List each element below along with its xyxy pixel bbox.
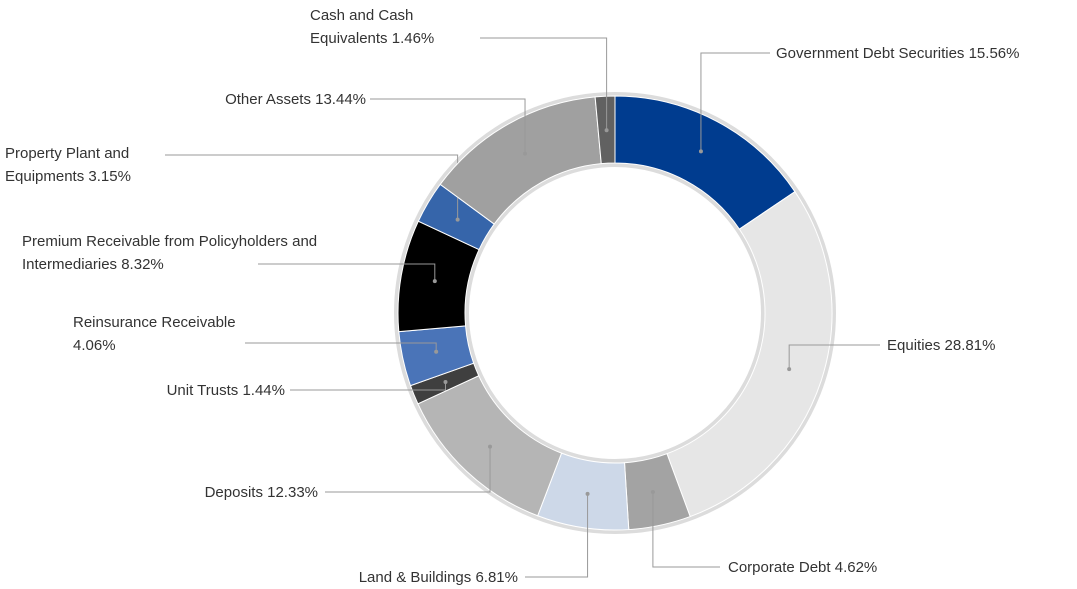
slice-label: Government Debt Securities 15.56%	[776, 42, 1077, 65]
leader-line	[652, 492, 720, 568]
leader-dot	[523, 151, 528, 156]
value-label: 3.15%	[88, 168, 131, 185]
leader-line	[165, 154, 459, 220]
leader-line	[245, 342, 437, 352]
leader-dot	[787, 367, 792, 372]
value-label: 6.81%	[475, 569, 518, 586]
category-label: Premium Receivable from Policyholders an…	[22, 233, 318, 273]
slice-label: Corporate Debt 4.62%	[728, 556, 928, 579]
category-label: Property Plant and Equipments	[5, 145, 130, 185]
slice-label: Unit Trusts 1.44%	[127, 379, 285, 402]
category-label: Equities	[887, 337, 941, 354]
value-label: 28.81%	[944, 337, 996, 354]
slice-label: Reinsurance Receivable 4.06%	[73, 311, 243, 357]
leader-line	[290, 381, 446, 391]
leader-dot	[698, 149, 703, 154]
leader-dot	[434, 349, 439, 354]
value-label: 13.44%	[315, 91, 366, 108]
slice-label: Premium Receivable from Policyholders an…	[22, 230, 367, 276]
category-label: Government Debt Securities	[776, 45, 965, 62]
leader-dot	[604, 128, 609, 133]
leader-line	[325, 446, 491, 493]
value-label: 15.56%	[968, 45, 1020, 62]
leader-dot	[455, 217, 460, 222]
slice-label: Equities 28.81%	[887, 334, 1067, 357]
category-label: Other Assets	[225, 91, 311, 108]
leader-line	[258, 263, 436, 282]
leader-dot	[585, 491, 590, 496]
leader-line	[480, 37, 608, 131]
outer-ring	[394, 92, 836, 534]
leader-dot	[650, 490, 655, 495]
category-label: Cash and Cash Equivalents	[310, 7, 414, 47]
leader-dot	[488, 444, 493, 449]
donut-segment	[614, 95, 796, 230]
slice-label: Other Assets 13.44%	[176, 88, 366, 111]
leader-line	[525, 493, 589, 578]
value-label: 4.62%	[834, 559, 878, 576]
value-label: 1.44%	[242, 382, 285, 399]
slice-label: Cash and Cash Equivalents 1.46%	[310, 4, 480, 50]
leader-line	[370, 98, 526, 154]
leader-line	[788, 344, 880, 370]
value-label: 12.33%	[267, 484, 318, 501]
slice-label: Land & Buildings 6.81%	[318, 566, 518, 589]
value-label: 4.06%	[73, 337, 116, 354]
slice-label: Property Plant and Equipments 3.15%	[5, 142, 175, 188]
leader-line	[700, 52, 770, 152]
category-label: Corporate Debt	[728, 559, 831, 576]
leader-dot	[443, 379, 448, 384]
category-label: Land & Buildings	[358, 569, 472, 586]
category-label: Unit Trusts	[166, 382, 239, 399]
value-label: 8.32%	[121, 256, 164, 273]
category-label: Reinsurance Receivable	[73, 314, 236, 331]
inner-ring	[465, 163, 765, 463]
slice-label: Deposits 12.33%	[166, 481, 318, 504]
value-label: 1.46%	[391, 30, 435, 47]
donut-segment	[666, 191, 833, 518]
leader-dot	[432, 279, 437, 284]
category-label: Deposits	[204, 484, 263, 501]
